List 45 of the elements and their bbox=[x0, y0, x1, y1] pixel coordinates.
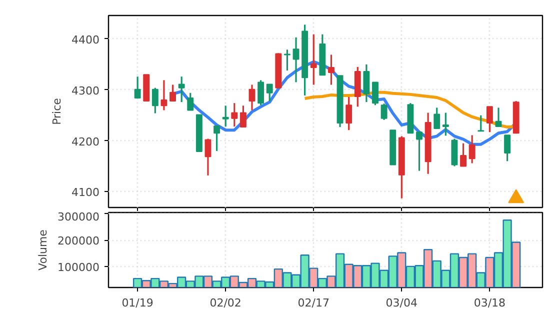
candlestick bbox=[204, 138, 212, 176]
y-tick-label: 4100 bbox=[72, 186, 100, 200]
candlestick bbox=[284, 48, 290, 72]
y-tick-label: 4200 bbox=[72, 135, 100, 148]
candlestick bbox=[152, 87, 158, 114]
y-axis-title: Volume bbox=[36, 229, 50, 270]
x-tick-label: 03/04 bbox=[386, 296, 418, 310]
candlestick bbox=[170, 84, 176, 102]
y-tick-label: 100000 bbox=[58, 260, 100, 274]
candlestick bbox=[266, 83, 273, 102]
candlestick bbox=[346, 96, 352, 131]
x-tick-label: 02/17 bbox=[298, 296, 330, 310]
candlestick bbox=[231, 102, 238, 128]
candlestick bbox=[292, 36, 300, 84]
candlestick bbox=[240, 104, 246, 128]
candlestick bbox=[328, 54, 334, 86]
candlestick bbox=[363, 64, 370, 103]
candlestick bbox=[372, 81, 378, 106]
candlestick bbox=[222, 104, 229, 128]
candlestick bbox=[258, 79, 264, 106]
candlestick bbox=[434, 106, 440, 130]
candlestick bbox=[134, 76, 141, 99]
candlestick bbox=[468, 134, 476, 164]
candlestick bbox=[248, 84, 256, 112]
y-tick-label: 4400 bbox=[72, 33, 100, 46]
candlestick bbox=[214, 125, 220, 152]
x-tick-label: 03/18 bbox=[474, 296, 506, 310]
candlestick bbox=[178, 76, 185, 103]
candlestick bbox=[310, 34, 317, 86]
candlestick bbox=[416, 131, 422, 172]
candlestick bbox=[380, 102, 388, 121]
candlestick bbox=[495, 106, 502, 128]
y-tick-label: 200000 bbox=[58, 234, 100, 248]
candlestick bbox=[486, 106, 493, 133]
y-tick-label: 4300 bbox=[72, 84, 100, 98]
candlestick bbox=[442, 112, 449, 136]
candlestick bbox=[478, 114, 484, 132]
y-axis-title: Price bbox=[50, 98, 64, 125]
y-tick-label: 300000 bbox=[58, 210, 100, 224]
x-tick-label: 02/02 bbox=[210, 296, 242, 310]
candlestick bbox=[504, 134, 511, 162]
candlestick bbox=[160, 79, 168, 112]
candlestick bbox=[460, 142, 466, 168]
candlestick bbox=[187, 92, 194, 112]
x-tick-label: 01/19 bbox=[122, 296, 154, 310]
